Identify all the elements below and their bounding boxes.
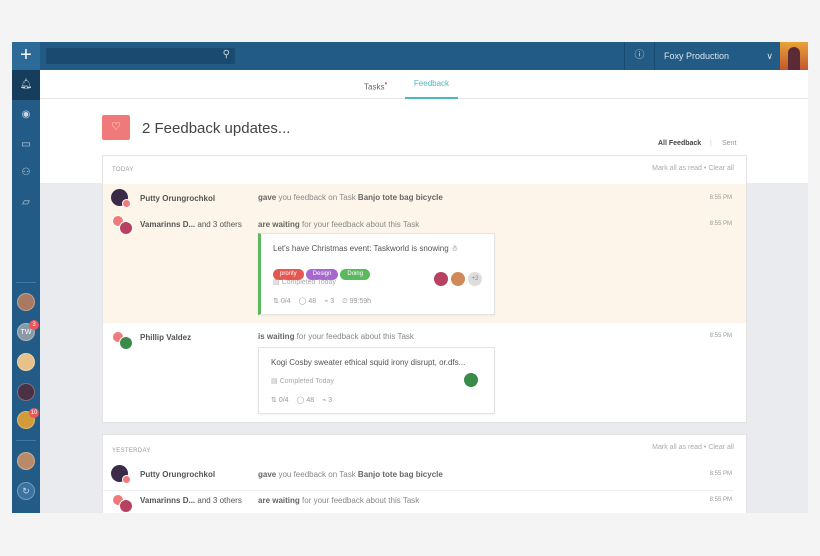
member-avatar[interactable] — [17, 452, 35, 470]
chevron-down-icon: ∨ — [766, 51, 773, 61]
avatar — [119, 221, 133, 235]
due-status: ▤ Completed Today — [271, 378, 334, 385]
notification-text: are waiting for your feedback about this… — [258, 220, 420, 229]
help-button[interactable]: ⓘ — [624, 42, 654, 70]
task-meta: ⇅ 0/4 ◯ 48 ⌁ 3 ⏲ 99:59h — [273, 297, 379, 306]
heart-badge-icon — [122, 475, 131, 484]
list-item[interactable]: Vamarinns D... and 3 others are waiting … — [103, 491, 746, 513]
section-day-label: TODAY — [112, 167, 134, 173]
tab-tasks[interactable]: Tasks• — [364, 79, 388, 92]
due-status: ▤ Completed Today — [273, 279, 336, 286]
assignee-avatar — [464, 373, 478, 387]
comment-icon: ◯ 48 — [298, 298, 317, 305]
avatar — [119, 499, 133, 513]
timer-icon: ⏲ 99:59h — [342, 298, 372, 305]
task-tags: prority Design Doing — [273, 262, 372, 280]
search-input[interactable]: ⚲ — [46, 48, 235, 64]
avatar — [119, 336, 133, 350]
user-name: Putty Orungrochkol — [140, 194, 216, 203]
clear-all-link[interactable]: Clear all — [708, 444, 734, 451]
task-meta: ⇅ 0/4 ◯ 48 ⌁ 3 — [271, 396, 340, 404]
app-window: + ⚲ ⓘ Foxy Production ∨ 🔔︎ ◉ ▭ ⚇ ▱ TW 3 1… — [12, 42, 808, 513]
calendar-icon: ▤ — [271, 378, 280, 385]
user-name: Vamarinns D... — [140, 220, 196, 229]
support-icon[interactable]: ↻ — [17, 482, 35, 500]
task-card[interactable]: Let's have Christmas event: Taskworld is… — [258, 233, 495, 315]
others-count[interactable]: and 3 others — [195, 496, 242, 505]
tab-bar: Tasks• Feedback — [40, 70, 808, 99]
separator-dot: • — [703, 165, 707, 172]
projects-folder-icon[interactable]: ▭ — [21, 139, 31, 150]
section-day-label: YESTERDAY — [112, 448, 151, 454]
clear-all-link[interactable]: Clear all — [708, 165, 734, 172]
notifications-icon[interactable]: 🔔︎ — [12, 70, 40, 100]
filter-separator: | — [710, 140, 712, 147]
comment-icon: ◯ 48 — [296, 397, 315, 404]
notification-rows-unread: Putty Orungrochkol gave you feedback on … — [103, 184, 746, 323]
task-link[interactable]: Banjo tote bag bicycle — [357, 470, 443, 479]
team-icon[interactable]: ⚇ — [21, 167, 31, 178]
notification-text: gave you feedback on Task Banjo tote bag… — [258, 470, 443, 479]
timestamp: 8:55 PM — [709, 221, 732, 227]
others-count[interactable]: and 3 others — [195, 220, 242, 229]
member-avatar[interactable] — [17, 293, 35, 311]
member-avatar[interactable] — [17, 383, 35, 401]
timestamp: 8:55 PM — [709, 497, 732, 503]
timestamp: 8:55 PM — [709, 471, 732, 477]
task-link[interactable]: Banjo tote bag bicycle — [357, 193, 443, 202]
task-card[interactable]: Kogi Cosby sweater ethical squid irony d… — [258, 347, 495, 414]
user-name: Putty Orungrochkol — [140, 470, 216, 479]
timestamp: 8:55 PM — [709, 333, 732, 339]
heart-icon: ♡ — [102, 115, 130, 140]
more-assignees[interactable]: +2 — [468, 272, 482, 286]
heart-badge-icon — [122, 199, 131, 208]
pin-divider — [16, 282, 36, 283]
user-name: Vamarinns D... — [140, 496, 196, 505]
notification-text: gave you feedback on Task Banjo tote bag… — [258, 193, 443, 202]
member-avatar[interactable] — [17, 353, 35, 371]
section-yesterday: YESTERDAY Mark all as read • Clear all P… — [102, 434, 747, 513]
assignee-avatar — [434, 272, 448, 286]
assignee-avatar — [451, 272, 465, 286]
tag-design: Design — [305, 269, 339, 280]
separator-dot: • — [703, 444, 707, 451]
tasks-unread-dot: • — [384, 79, 388, 88]
task-title: Kogi Cosby sweater ethical squid irony d… — [271, 358, 466, 367]
user-name: Phillip Valdez — [140, 333, 192, 342]
attachment-icon: ⌁ 3 — [322, 397, 333, 404]
list-item[interactable]: Phillip Valdez is waiting for your feedb… — [103, 323, 746, 423]
mark-all-read-link[interactable]: Mark all as read — [652, 165, 702, 172]
mark-all-read-link[interactable]: Mark all as read — [652, 444, 702, 451]
calendar-icon: ▤ — [273, 279, 282, 286]
chat-icon[interactable]: ▱ — [22, 197, 30, 208]
top-bar: + ⚲ ⓘ Foxy Production ∨ — [12, 42, 808, 70]
workspace-selector[interactable]: Foxy Production ∨ — [654, 42, 780, 70]
dashboard-icon[interactable]: ◉ — [21, 109, 31, 120]
tag-priority: prority — [273, 269, 304, 280]
subtasks-icon: ⇅ 0/4 — [273, 298, 291, 305]
search-icon: ⚲ — [222, 49, 230, 60]
timestamp: 8:55 PM — [709, 195, 732, 201]
tag-doing: Doing — [340, 269, 371, 280]
tab-feedback[interactable]: Feedback — [405, 70, 458, 99]
recent-divider — [16, 440, 36, 441]
unread-badge: 3 — [29, 320, 39, 330]
user-avatar[interactable] — [780, 42, 808, 70]
notification-text: are waiting for your feedback about this… — [258, 496, 420, 505]
unread-badge: 10 — [29, 408, 39, 418]
attachment-icon: ⌁ 3 — [324, 298, 335, 305]
subtasks-icon: ⇅ 0/4 — [271, 397, 289, 404]
filter-sent[interactable]: Sent — [722, 140, 737, 147]
notification-text: is waiting for your feedback about this … — [258, 332, 414, 341]
sidebar: 🔔︎ ◉ ▭ ⚇ ▱ TW 3 10 ↻ — [12, 70, 40, 513]
help-icon: ⓘ — [634, 50, 645, 61]
filter-all-feedback[interactable]: All Feedback — [658, 140, 702, 147]
task-title: Let's have Christmas event: Taskworld is… — [273, 244, 459, 253]
list-item[interactable]: Putty Orungrochkol gave you feedback on … — [103, 463, 734, 491]
workspace-name: Foxy Production — [664, 51, 730, 61]
page-title: 2 Feedback updates... — [142, 120, 291, 137]
add-button[interactable]: + — [12, 42, 40, 70]
section-today: TODAY Mark all as read • Clear all Putty… — [102, 155, 747, 423]
